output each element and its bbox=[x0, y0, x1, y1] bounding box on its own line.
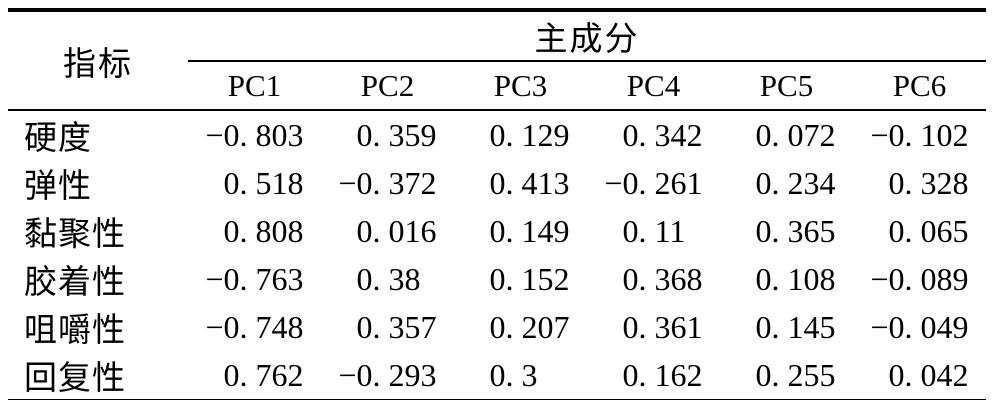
loading-value: 0. 328 bbox=[888, 164, 969, 201]
loading-value: 0. 042 bbox=[888, 356, 969, 393]
value-cell: 0. 042 bbox=[853, 351, 986, 400]
loading-value: 0. 016 bbox=[356, 212, 437, 249]
loading-value: −0. 763 bbox=[205, 260, 304, 297]
value-cell: 0. 129 bbox=[454, 110, 587, 159]
value-cell: 0. 065 bbox=[853, 207, 986, 255]
header-row-pcs: PC1 PC2 PC3 PC4 PC5 PC6 bbox=[8, 61, 986, 111]
loading-value: 0. 108 bbox=[755, 260, 836, 297]
loading-value: −0. 803 bbox=[205, 116, 304, 153]
loading-value: −0. 748 bbox=[205, 308, 304, 345]
loading-value: 0. 234 bbox=[755, 164, 836, 201]
loading-value: 0. 518 bbox=[223, 164, 304, 201]
loading-value: 0. 359 bbox=[356, 116, 437, 153]
row-label: 回复性 bbox=[24, 361, 126, 397]
loading-value: 0. 065 bbox=[888, 212, 969, 249]
row-label: 胶着性 bbox=[24, 265, 126, 301]
value-cell: −0. 372 bbox=[321, 159, 454, 207]
indicator-column-header: 指标 bbox=[8, 10, 188, 111]
loading-value: 0. 368 bbox=[622, 260, 703, 297]
column-header-pc3: PC3 bbox=[454, 61, 587, 111]
value-cell: 0. 072 bbox=[720, 110, 853, 159]
row-label: 弹性 bbox=[24, 169, 92, 205]
value-cell: 0. 357 bbox=[321, 303, 454, 351]
table-row: 胶着性 −0. 763 0. 38 0. 152 0. 368 0. 108 −0. 089 bbox=[8, 255, 986, 303]
loading-value: 0. 413 bbox=[489, 164, 570, 201]
value-cell: −0. 803 bbox=[188, 110, 321, 159]
column-header-pc4: PC4 bbox=[587, 61, 720, 111]
value-cell: 0. 518 bbox=[188, 159, 321, 207]
value-cell: 0. 365 bbox=[720, 207, 853, 255]
loading-value: 0. 808 bbox=[223, 212, 304, 249]
value-cell: −0. 293 bbox=[321, 351, 454, 400]
value-cell: 0. 152 bbox=[454, 255, 587, 303]
row-label: 黏聚性 bbox=[24, 217, 126, 253]
value-cell: 0. 11 bbox=[587, 207, 720, 255]
loading-value: 0. 207 bbox=[489, 308, 570, 345]
loading-value: −0. 372 bbox=[338, 164, 437, 201]
loading-value: −0. 049 bbox=[870, 308, 969, 345]
table-body: 硬度 −0. 803 0. 359 0. 129 0. 342 0. 072 −0. 102… bbox=[8, 110, 986, 400]
value-cell: −0. 089 bbox=[853, 255, 986, 303]
loading-value: 0. 152 bbox=[489, 260, 570, 297]
value-cell: 0. 234 bbox=[720, 159, 853, 207]
value-cell: −0. 748 bbox=[188, 303, 321, 351]
row-label: 咀嚼性 bbox=[24, 313, 126, 349]
principal-components-group-header: 主成分 bbox=[188, 10, 986, 62]
loading-value: 0. 162 bbox=[622, 356, 703, 393]
column-header-pc2: PC2 bbox=[321, 61, 454, 111]
loading-value: 0. 342 bbox=[622, 116, 703, 153]
value-cell: 0. 368 bbox=[587, 255, 720, 303]
loading-value: 0. 11 bbox=[622, 212, 686, 249]
value-cell: −0. 763 bbox=[188, 255, 321, 303]
loading-value: 0. 072 bbox=[755, 116, 836, 153]
value-cell: 0. 149 bbox=[454, 207, 587, 255]
loading-value: 0. 145 bbox=[755, 308, 836, 345]
column-header-pc6: PC6 bbox=[853, 61, 986, 111]
loading-value: 0. 365 bbox=[755, 212, 836, 249]
value-cell: 0. 255 bbox=[720, 351, 853, 400]
loading-value: −0. 089 bbox=[870, 260, 969, 297]
value-cell: 0. 38 bbox=[321, 255, 454, 303]
loading-value: 0. 129 bbox=[489, 116, 570, 153]
value-cell: 0. 762 bbox=[188, 351, 321, 400]
table-row: 回复性 0. 762 −0. 293 0. 3 0. 162 0. 255 0. 042 bbox=[8, 351, 986, 400]
loading-value: 0. 3 bbox=[489, 356, 538, 393]
table-row: 咀嚼性 −0. 748 0. 357 0. 207 0. 361 0. 145 −0. 04… bbox=[8, 303, 986, 351]
loading-value: −0. 102 bbox=[870, 116, 969, 153]
header-row-group: 指标 主成分 bbox=[8, 10, 986, 111]
value-cell: 0. 361 bbox=[587, 303, 720, 351]
loading-value: −0. 293 bbox=[338, 356, 437, 393]
table-row: 硬度 −0. 803 0. 359 0. 129 0. 342 0. 072 −0. 102 bbox=[8, 110, 986, 159]
loading-value: −0. 261 bbox=[604, 164, 703, 201]
loading-value: 0. 361 bbox=[622, 308, 703, 345]
value-cell: 0. 162 bbox=[587, 351, 720, 400]
column-header-pc1: PC1 bbox=[188, 61, 321, 111]
value-cell: 0. 359 bbox=[321, 110, 454, 159]
table-row: 黏聚性 0. 808 0. 016 0. 149 0. 11 0. 365 0. 065 bbox=[8, 207, 986, 255]
value-cell: 0. 016 bbox=[321, 207, 454, 255]
value-cell: 0. 145 bbox=[720, 303, 853, 351]
table-row: 弹性 0. 518 −0. 372 0. 413 −0. 261 0. 234 0. 328 bbox=[8, 159, 986, 207]
pca-loadings-table: 指标 主成分 PC1 PC2 PC3 PC4 PC5 PC6 硬度 −0. 803… bbox=[8, 8, 986, 400]
value-cell: 0. 342 bbox=[587, 110, 720, 159]
loading-value: 0. 255 bbox=[755, 356, 836, 393]
loading-value: 0. 357 bbox=[356, 308, 437, 345]
row-label: 硬度 bbox=[24, 121, 92, 157]
value-cell: 0. 808 bbox=[188, 207, 321, 255]
loading-value: 0. 149 bbox=[489, 212, 570, 249]
loading-value: 0. 38 bbox=[356, 260, 421, 297]
value-cell: −0. 049 bbox=[853, 303, 986, 351]
value-cell: 0. 108 bbox=[720, 255, 853, 303]
value-cell: 0. 413 bbox=[454, 159, 587, 207]
column-header-pc5: PC5 bbox=[720, 61, 853, 111]
value-cell: −0. 102 bbox=[853, 110, 986, 159]
value-cell: 0. 328 bbox=[853, 159, 986, 207]
value-cell: 0. 207 bbox=[454, 303, 587, 351]
loading-value: 0. 762 bbox=[223, 356, 304, 393]
value-cell: 0. 3 bbox=[454, 351, 587, 400]
value-cell: −0. 261 bbox=[587, 159, 720, 207]
